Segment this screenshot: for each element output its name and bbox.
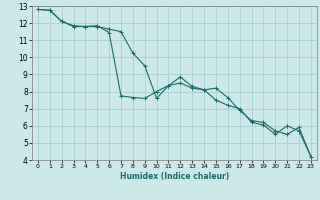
X-axis label: Humidex (Indice chaleur): Humidex (Indice chaleur) xyxy=(120,172,229,181)
